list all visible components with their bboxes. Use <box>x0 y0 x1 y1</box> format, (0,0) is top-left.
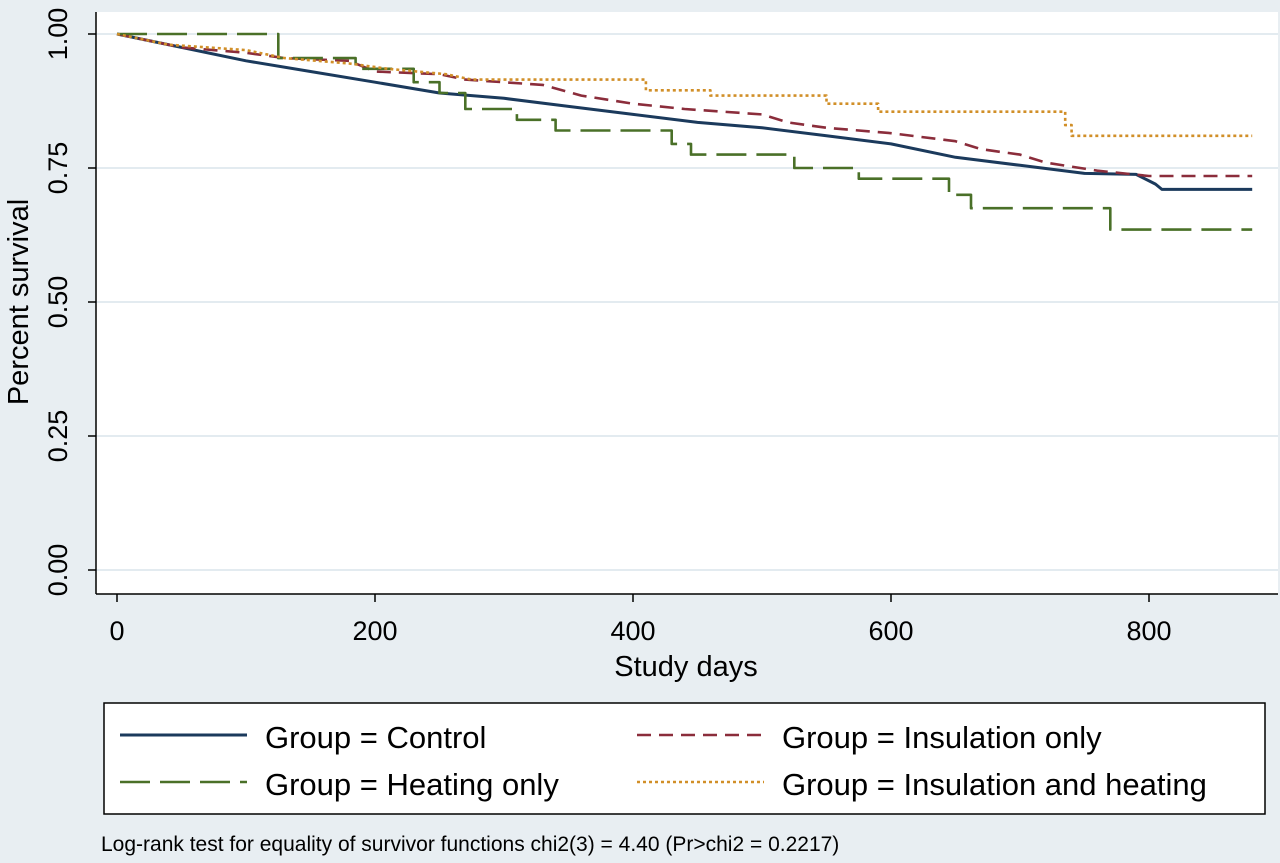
legend-label: Group = Insulation and heating <box>782 767 1207 802</box>
x-tick-label: 600 <box>868 616 913 646</box>
series-line-insulation-only <box>116 32 1253 178</box>
legend-box <box>103 702 1266 815</box>
x-tick-label: 400 <box>610 616 655 646</box>
y-tick-label: 0.00 <box>43 544 73 597</box>
x-tick-label: 0 <box>109 616 124 646</box>
series-line-heating-only <box>117 32 1253 231</box>
series-lines <box>116 32 1253 231</box>
log-rank-note: Log-rank test for equality of survivor f… <box>101 833 839 856</box>
axes <box>95 12 1278 595</box>
x-ticks: 0 200 400 600 800 <box>109 594 1172 646</box>
legend-label: Group = Insulation only <box>782 720 1102 755</box>
legend-label: Group = Control <box>265 720 486 755</box>
x-tick-label: 200 <box>352 616 397 646</box>
series-line-insulation-and-heating <box>116 32 1253 138</box>
y-ticks: 0.00 0.25 0.50 0.75 1.00 <box>43 8 96 597</box>
y-axis-title: Percent survival <box>3 199 35 405</box>
y-tick-label: 1.00 <box>43 8 73 61</box>
grid-lines <box>96 33 1278 571</box>
legend-label: Group = Heating only <box>265 767 559 802</box>
y-tick-label: 0.50 <box>43 276 73 329</box>
legend: Group = Control Group = Insulation only Gr… <box>120 720 1207 802</box>
y-tick-label: 0.25 <box>43 410 73 463</box>
x-axis-title: Study days <box>614 651 757 683</box>
x-tick-label: 800 <box>1126 616 1171 646</box>
y-tick-label: 0.75 <box>43 142 73 195</box>
